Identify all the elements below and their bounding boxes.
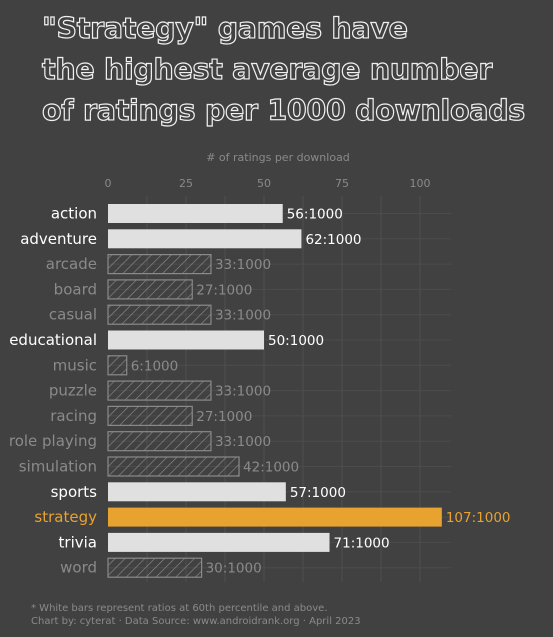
x-tick-label: 25	[179, 177, 193, 190]
category-label: music	[53, 356, 97, 374]
bar-word	[107, 557, 203, 578]
value-label: 33:1000	[215, 308, 271, 324]
category-label: adventure	[20, 230, 97, 248]
title-line-3: of ratings per 1000 downloads	[41, 93, 525, 127]
bar-puzzle	[107, 380, 212, 401]
bar-action	[108, 204, 283, 223]
category-label: board	[54, 280, 97, 298]
value-label: 30:1000	[206, 561, 262, 577]
category-label: trivia	[59, 533, 97, 551]
category-label: arcade	[46, 255, 97, 273]
title-line-2: the highest average number	[41, 52, 493, 86]
x-tick-labels: 0 25 50 75 100	[105, 177, 431, 190]
footnote-note: * White bars represent ratios at 60th pe…	[31, 603, 328, 614]
value-label: 6:1000	[131, 358, 179, 374]
value-label: 56:1000	[287, 207, 343, 223]
x-tick-label: 0	[105, 177, 112, 190]
bar-arcade	[107, 254, 212, 275]
bar-sports	[108, 482, 286, 502]
category-label: puzzle	[49, 382, 97, 400]
category-label: word	[60, 559, 97, 577]
value-label: 33:1000	[215, 257, 271, 273]
footnote-credit: Chart by: cyterat · Data Source: www.and…	[31, 616, 361, 627]
footnote: * White bars represent ratios at 60th pe…	[31, 602, 361, 628]
value-label: 33:1000	[215, 434, 271, 450]
value-label: 62:1000	[305, 232, 361, 248]
bar-simulation	[107, 456, 240, 477]
category-label: simulation	[19, 458, 97, 476]
bar-board	[107, 279, 193, 300]
bar-adventure	[108, 229, 302, 249]
bar-music	[107, 355, 128, 376]
bar-casual	[107, 304, 212, 325]
value-label: 107:1000	[446, 510, 511, 526]
bar-racing	[107, 405, 193, 426]
category-label: strategy	[34, 508, 97, 526]
bar-chart: # of ratings per download 0 25 50 75 100 act…	[9, 151, 511, 582]
category-label: role playing	[9, 432, 97, 450]
category-label: action	[51, 205, 97, 223]
bar-trivia	[108, 532, 330, 552]
chart-title: "Strategy" games have the highest averag…	[41, 8, 552, 131]
bar-strategy	[108, 507, 442, 527]
title-line-1: "Strategy" games have	[41, 11, 408, 45]
value-label: 33:1000	[215, 384, 271, 400]
x-axis-label: # of ratings per download	[206, 151, 350, 164]
value-label: 27:1000	[196, 409, 252, 425]
value-label: 50:1000	[268, 333, 324, 349]
bars: action 56:1000 adventure 62:1000 arcade 33:10…	[9, 204, 511, 578]
value-label: 71:1000	[334, 535, 390, 551]
category-label: casual	[49, 306, 97, 324]
x-tick-label: 100	[410, 177, 431, 190]
value-label: 27:1000	[196, 282, 252, 298]
category-label: racing	[50, 407, 97, 425]
bar-role-playing	[107, 431, 212, 452]
bar-educational	[108, 330, 264, 350]
category-label: sports	[51, 483, 98, 501]
value-label: 57:1000	[290, 485, 346, 501]
value-label: 42:1000	[243, 460, 299, 476]
x-tick-label: 75	[335, 177, 349, 190]
category-label: educational	[9, 331, 97, 349]
x-tick-label: 50	[257, 177, 271, 190]
